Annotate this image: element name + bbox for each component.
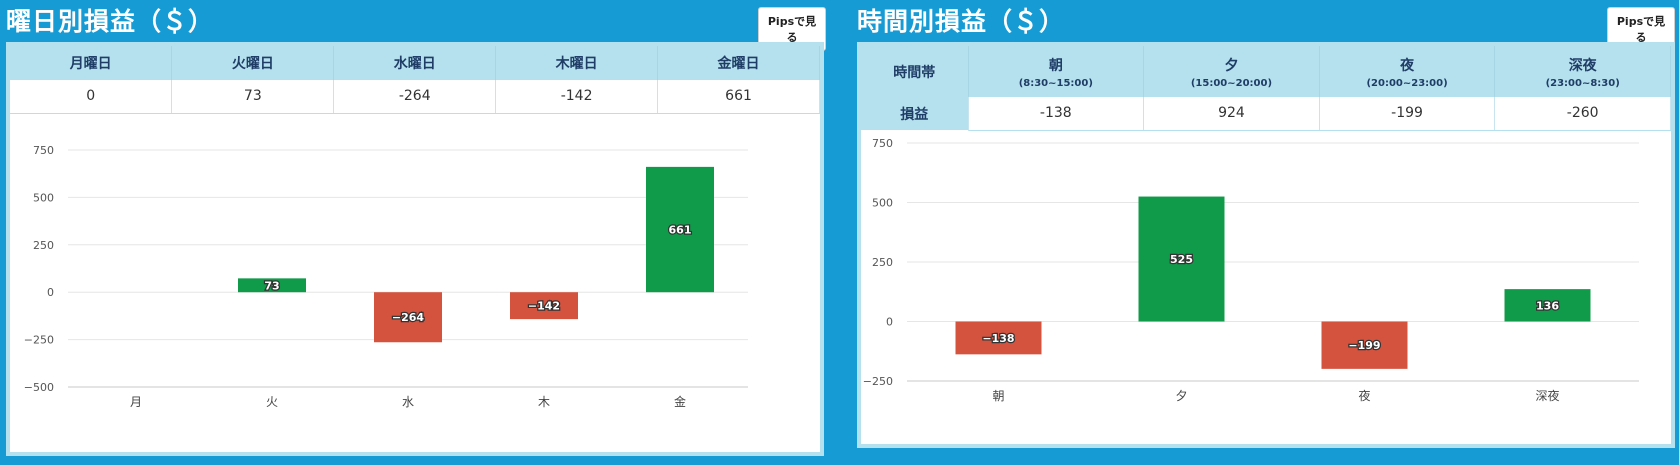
x-tick-label: 火	[266, 395, 278, 409]
data-label: −138	[982, 331, 1014, 344]
y-tick-label: 500	[872, 196, 893, 209]
x-tick-label: 夜	[1358, 388, 1370, 403]
x-tick-label: 金	[674, 394, 686, 409]
weekday-title: 曜日別損益（＄）	[6, 7, 215, 36]
bar	[955, 321, 1042, 354]
value-wednesday: -264	[333, 80, 497, 114]
timezone-title: 時間別損益（＄）	[857, 7, 1066, 36]
y-tick-label: −250	[863, 375, 893, 388]
data-label: 525	[1170, 253, 1193, 266]
y-tick-label: −250	[24, 333, 54, 346]
header-evening: 夕 (15:00~20:00)	[1143, 46, 1320, 97]
y-tick-label: 750	[33, 144, 54, 157]
value-friday: 661	[657, 80, 820, 114]
header-morning: 朝 (8:30~15:00)	[968, 46, 1145, 97]
bar	[238, 277, 306, 292]
weekday-card: 月曜日 火曜日 水曜日 木曜日 金曜日 0 73 -264 -142 661 7…	[6, 42, 824, 456]
x-tick-label: 木	[538, 395, 550, 409]
value-thursday: -142	[495, 80, 659, 114]
row-header-pl: 損益	[861, 97, 969, 130]
header-monday: 月曜日	[10, 46, 173, 80]
value-monday: 0	[10, 80, 173, 114]
x-tick-label: 夕	[1175, 389, 1187, 403]
y-tick-label: 250	[33, 238, 54, 251]
timezone-table: 時間帯 朝 (8:30~15:00) 夕 (15:00~20:00) 夜 (20:00…	[861, 46, 1671, 131]
header-late-night-name: 深夜	[1568, 57, 1597, 74]
timezone-card: 時間帯 朝 (8:30~15:00) 夕 (15:00~20:00) 夜 (20:00…	[857, 42, 1675, 448]
weekday-chart: 750 500 250 0 −250 −500 月 73 火 −264 水 −142 木 661 金	[24, 144, 748, 409]
value-morning: -138	[968, 97, 1145, 131]
y-tick-label: −500	[24, 381, 54, 394]
bar	[646, 166, 714, 292]
data-label: 73	[264, 279, 279, 292]
y-tick-label: 250	[872, 256, 893, 269]
y-tick-label: 0	[886, 315, 893, 328]
weekday-table: 月曜日 火曜日 水曜日 木曜日 金曜日 0 73 -264 -142 661	[10, 46, 820, 114]
data-label: −142	[528, 299, 560, 312]
header-evening-range: (15:00~20:00)	[1190, 77, 1273, 89]
value-late-night: -260	[1494, 97, 1671, 131]
header-night-name: 夜	[1400, 57, 1415, 74]
y-tick-label: 750	[872, 137, 893, 150]
header-morning-name: 朝	[1048, 57, 1063, 74]
header-late-night: 深夜 (23:00~8:30)	[1494, 46, 1671, 97]
value-tuesday: 73	[171, 80, 335, 114]
data-label: 136	[1536, 299, 1559, 312]
bar	[1504, 288, 1591, 321]
bar	[1321, 321, 1408, 369]
header-night: 夜 (20:00~23:00)	[1319, 46, 1496, 97]
data-label: −199	[1348, 339, 1380, 352]
header-wednesday: 水曜日	[333, 46, 497, 80]
data-label: −264	[392, 311, 425, 324]
row-header-timezone: 時間帯	[861, 46, 969, 97]
timezone-chart: 750 500 250 0 −250 −138 朝 525 夕 −199 夜 136 深夜	[863, 137, 1639, 403]
header-night-range: (20:00~23:00)	[1366, 77, 1448, 89]
bar	[374, 291, 442, 342]
x-tick-label: 水	[402, 395, 414, 409]
x-tick-label: 朝	[992, 389, 1004, 403]
y-tick-label: 0	[47, 286, 54, 299]
header-tuesday: 火曜日	[171, 46, 335, 80]
x-tick-label: 深夜	[1535, 388, 1559, 403]
header-morning-range: (8:30~15:00)	[1018, 77, 1093, 89]
bar	[510, 291, 578, 319]
header-thursday: 木曜日	[495, 46, 659, 80]
value-evening: 924	[1143, 97, 1320, 131]
header-friday: 金曜日	[657, 46, 820, 80]
y-tick-label: 500	[33, 191, 54, 204]
header-late-night-range: (23:00~8:30)	[1545, 77, 1620, 89]
header-evening-name: 夕	[1224, 57, 1239, 74]
bar	[1138, 196, 1225, 321]
value-night: -199	[1319, 97, 1496, 131]
data-label: 661	[669, 223, 692, 236]
x-tick-label: 月	[130, 395, 142, 409]
